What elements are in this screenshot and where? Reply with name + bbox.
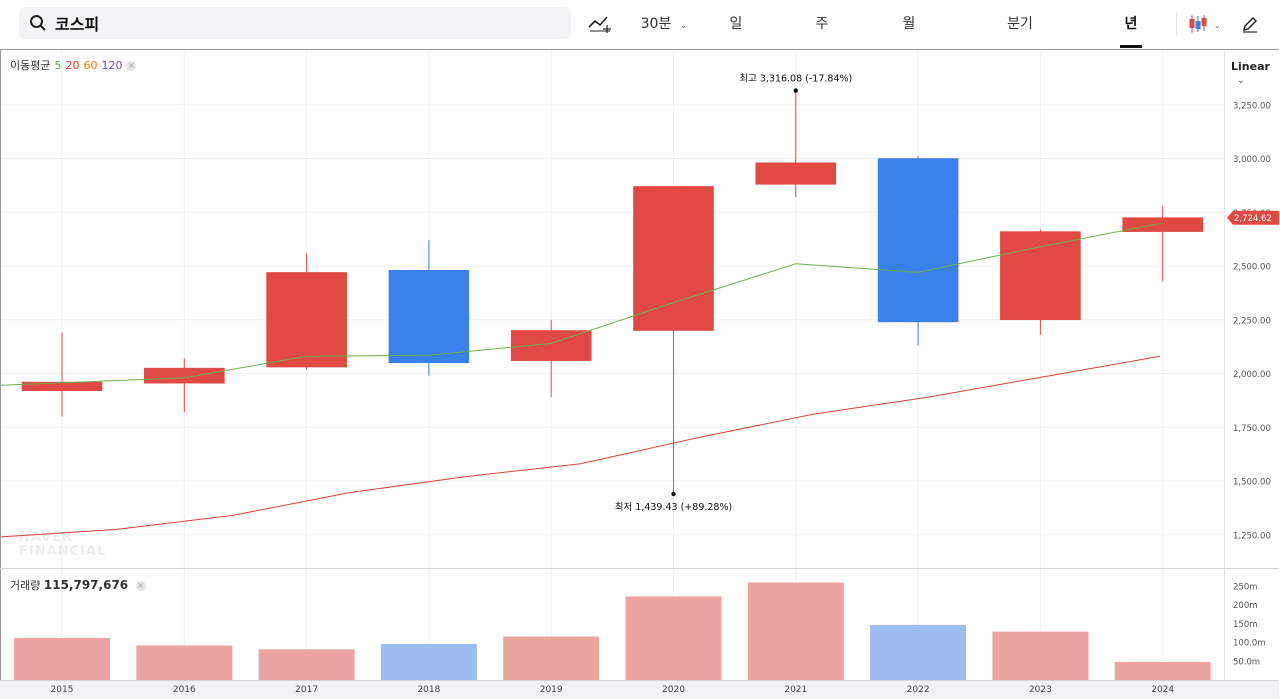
x-tick-label: 2022 xyxy=(907,685,930,695)
ma-legend-label: 이동평균 xyxy=(10,59,51,72)
ma-legend-period-120[interactable]: 120 xyxy=(101,59,123,72)
volume-bar xyxy=(380,644,477,680)
volume-tick-label: 200m xyxy=(1233,601,1258,611)
search-query: 코스피 xyxy=(55,15,100,34)
high-annotation: 최고 3,316.08 (-17.84%) xyxy=(739,74,852,85)
candle-body xyxy=(510,330,592,361)
chevron-down-icon: ⌄ xyxy=(1213,21,1221,31)
y-tick-label: 1,250.00 xyxy=(1233,531,1271,541)
trend-line-icon xyxy=(588,16,611,33)
chevron-down-icon: ⌄ xyxy=(679,21,688,31)
scale-mode-dropdown[interactable]: Linear ⌄ xyxy=(1231,60,1280,86)
volume-label: 거래량 xyxy=(10,579,41,592)
x-axis-band xyxy=(0,681,1279,699)
volume-bar xyxy=(870,624,967,680)
search-icon xyxy=(30,15,46,31)
y-tick-label: 3,000.00 xyxy=(1233,155,1271,165)
candle-body xyxy=(388,269,470,364)
chart-frame xyxy=(0,49,1279,699)
volume-tick-label: 250m xyxy=(1233,582,1258,592)
y-tick-label: 3,250.00 xyxy=(1233,101,1271,111)
indicator-add-button[interactable] xyxy=(587,0,613,48)
pencil-icon xyxy=(1243,17,1257,33)
watermark-text: FINANCIAL xyxy=(19,544,106,559)
tab-day[interactable]: 일 xyxy=(729,16,743,32)
candle-body xyxy=(1122,217,1203,232)
candle-body xyxy=(21,381,103,392)
toolbar-divider xyxy=(1176,12,1177,36)
volume-value: 115,797,676 xyxy=(43,578,129,592)
volume-bar xyxy=(14,638,110,680)
ma-legend-period-20[interactable]: 20 xyxy=(65,59,80,72)
current-price-tag xyxy=(1227,210,1279,225)
candle-body xyxy=(266,272,347,368)
x-tick-label: 2024 xyxy=(1151,685,1174,695)
volume-bar xyxy=(992,631,1089,680)
ma-legend-period-60[interactable]: 60 xyxy=(83,59,98,72)
volume-bar xyxy=(747,582,844,680)
watermark-text: NAVER xyxy=(19,530,73,545)
tab-quarter[interactable]: 분기 xyxy=(1007,16,1033,32)
current-price-label: 2,724.62 xyxy=(1234,214,1272,224)
x-tick-label: 2015 xyxy=(51,685,74,695)
volume-tick-label: 150m xyxy=(1233,620,1258,630)
y-tick-label: 2,000.00 xyxy=(1233,370,1271,380)
x-tick-label: 2018 xyxy=(417,685,440,695)
tab-month[interactable]: 월 xyxy=(902,16,916,32)
volume-legend: 거래량 115,797,676 × xyxy=(10,577,146,593)
candlestick-icon xyxy=(1189,15,1207,33)
interval-label: 30분 xyxy=(640,16,672,32)
ma-legend-period-5[interactable]: 5 xyxy=(54,59,62,72)
ma20-line xyxy=(0,355,1161,538)
chart-type-dropdown[interactable]: ⌄ xyxy=(1184,0,1224,48)
low-annotation: 최저 1,439.43 (+89.28%) xyxy=(615,502,732,513)
tab-year[interactable]: 년 xyxy=(1113,0,1149,48)
x-tick-label: 2016 xyxy=(173,685,196,695)
y-axis-area xyxy=(1224,51,1279,680)
volume-bar xyxy=(1114,662,1211,680)
candle-body xyxy=(877,158,959,323)
candle-body xyxy=(755,162,837,185)
volume-tick-label: 50.0m xyxy=(1233,657,1260,667)
volume-bar xyxy=(136,645,233,680)
close-icon[interactable]: × xyxy=(126,61,137,71)
x-tick-label: 2019 xyxy=(540,685,563,695)
x-tick-label: 2023 xyxy=(1029,685,1052,695)
x-tick-label: 2021 xyxy=(784,685,807,695)
x-tick-label: 2017 xyxy=(295,685,318,695)
close-icon[interactable]: × xyxy=(135,581,146,591)
chart-toolbar: 코스피 30분 ⌄ 일 주 월 분기 년 ⌄ xyxy=(0,0,1280,48)
volume-tick-label: 100.0m xyxy=(1233,639,1266,649)
scale-mode-label: Linear xyxy=(1231,60,1270,73)
ma5-line xyxy=(0,222,1163,386)
y-tick-label: 2,250.00 xyxy=(1233,316,1271,326)
search-box[interactable]: 코스피 xyxy=(19,7,571,39)
volume-bar xyxy=(503,636,600,680)
y-tick-label: 1,750.00 xyxy=(1233,424,1271,434)
x-tick-label: 2020 xyxy=(662,685,685,695)
candle-body xyxy=(1000,231,1081,321)
tab-week[interactable]: 주 xyxy=(815,16,829,32)
volume-bar xyxy=(258,649,355,680)
y-tick-label: 2,500.00 xyxy=(1233,263,1271,273)
high-marker xyxy=(793,88,798,93)
moving-average-legend: 이동평균 5 20 60 120 × xyxy=(10,57,140,73)
interval-dropdown[interactable]: 30분 ⌄ xyxy=(636,0,692,48)
draw-tool-button[interactable] xyxy=(1238,0,1262,48)
volume-bar xyxy=(625,596,722,680)
y-tick-label: 1,500.00 xyxy=(1233,478,1271,488)
candle-body xyxy=(144,367,225,384)
low-marker xyxy=(671,491,676,497)
chevron-down-icon: ⌄ xyxy=(1237,76,1245,86)
candle-body xyxy=(633,186,714,331)
